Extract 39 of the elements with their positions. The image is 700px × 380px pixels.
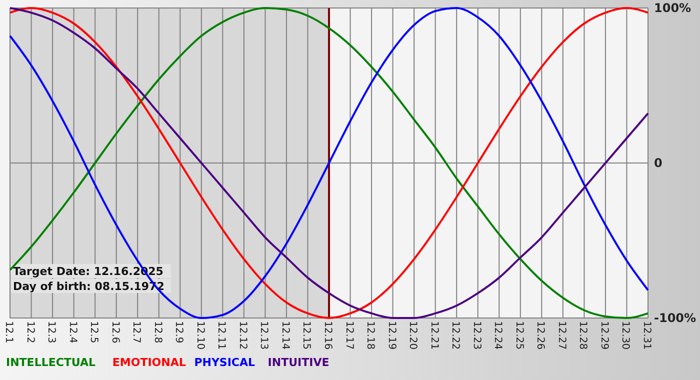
x-tick-label: 12.11 (216, 321, 227, 350)
x-tick-label: 12.19 (386, 321, 397, 350)
x-tick-label: 12.28 (577, 321, 588, 350)
x-tick-label: 12.9 (173, 321, 184, 344)
x-tick-label: 12.7 (130, 321, 142, 344)
text: EMOTIONAL (112, 356, 186, 369)
x-tick-label: 12.16 (322, 321, 333, 350)
text: PHYSICAL (194, 356, 256, 369)
x-tick-label: 12.27 (556, 321, 567, 350)
x-tick-label: 12.29 (598, 321, 610, 350)
x-tick-label: 12.30 (620, 321, 631, 350)
x-tick-label: 12.5 (88, 321, 100, 344)
x-tick-label: 12.25 (513, 321, 524, 350)
x-tick-label: 12.26 (534, 321, 546, 350)
x-tick-label: 12.14 (279, 321, 290, 350)
y-tick-label: 0 (654, 156, 662, 170)
x-tick-label: 12.24 (492, 321, 504, 350)
x-tick-label: 12.1 (3, 321, 14, 344)
x-tick-label: 12.2 (24, 321, 36, 344)
x-tick-label: 12.31 (641, 321, 652, 350)
x-tick-label: 12.6 (109, 321, 120, 344)
text: INTUITIVE (268, 356, 330, 369)
x-tick-label: 12.20 (407, 321, 418, 350)
line-series (9, 7, 649, 319)
x-tick-label: 12.22 (450, 321, 461, 350)
x-tick-label: 12.21 (428, 321, 440, 350)
x-tick-label: 12.12 (236, 321, 248, 350)
x-tick-label: 12.8 (152, 321, 163, 344)
y-tick-label: -100% (654, 311, 696, 326)
x-tick-label: 12.13 (258, 321, 270, 350)
x-tick-label: 12.17 (343, 321, 354, 350)
y-tick-label: 100% (654, 1, 692, 16)
x-tick-label: 12.18 (364, 321, 376, 350)
x-tick-label: 12.23 (470, 321, 482, 350)
x-tick-label: 12.15 (300, 321, 312, 350)
x-tick-label: 12.10 (194, 321, 206, 350)
text: INTELLECTUAL (6, 356, 96, 369)
x-tick-label: 12.4 (66, 321, 78, 344)
x-tick-label: 12.3 (46, 321, 57, 344)
